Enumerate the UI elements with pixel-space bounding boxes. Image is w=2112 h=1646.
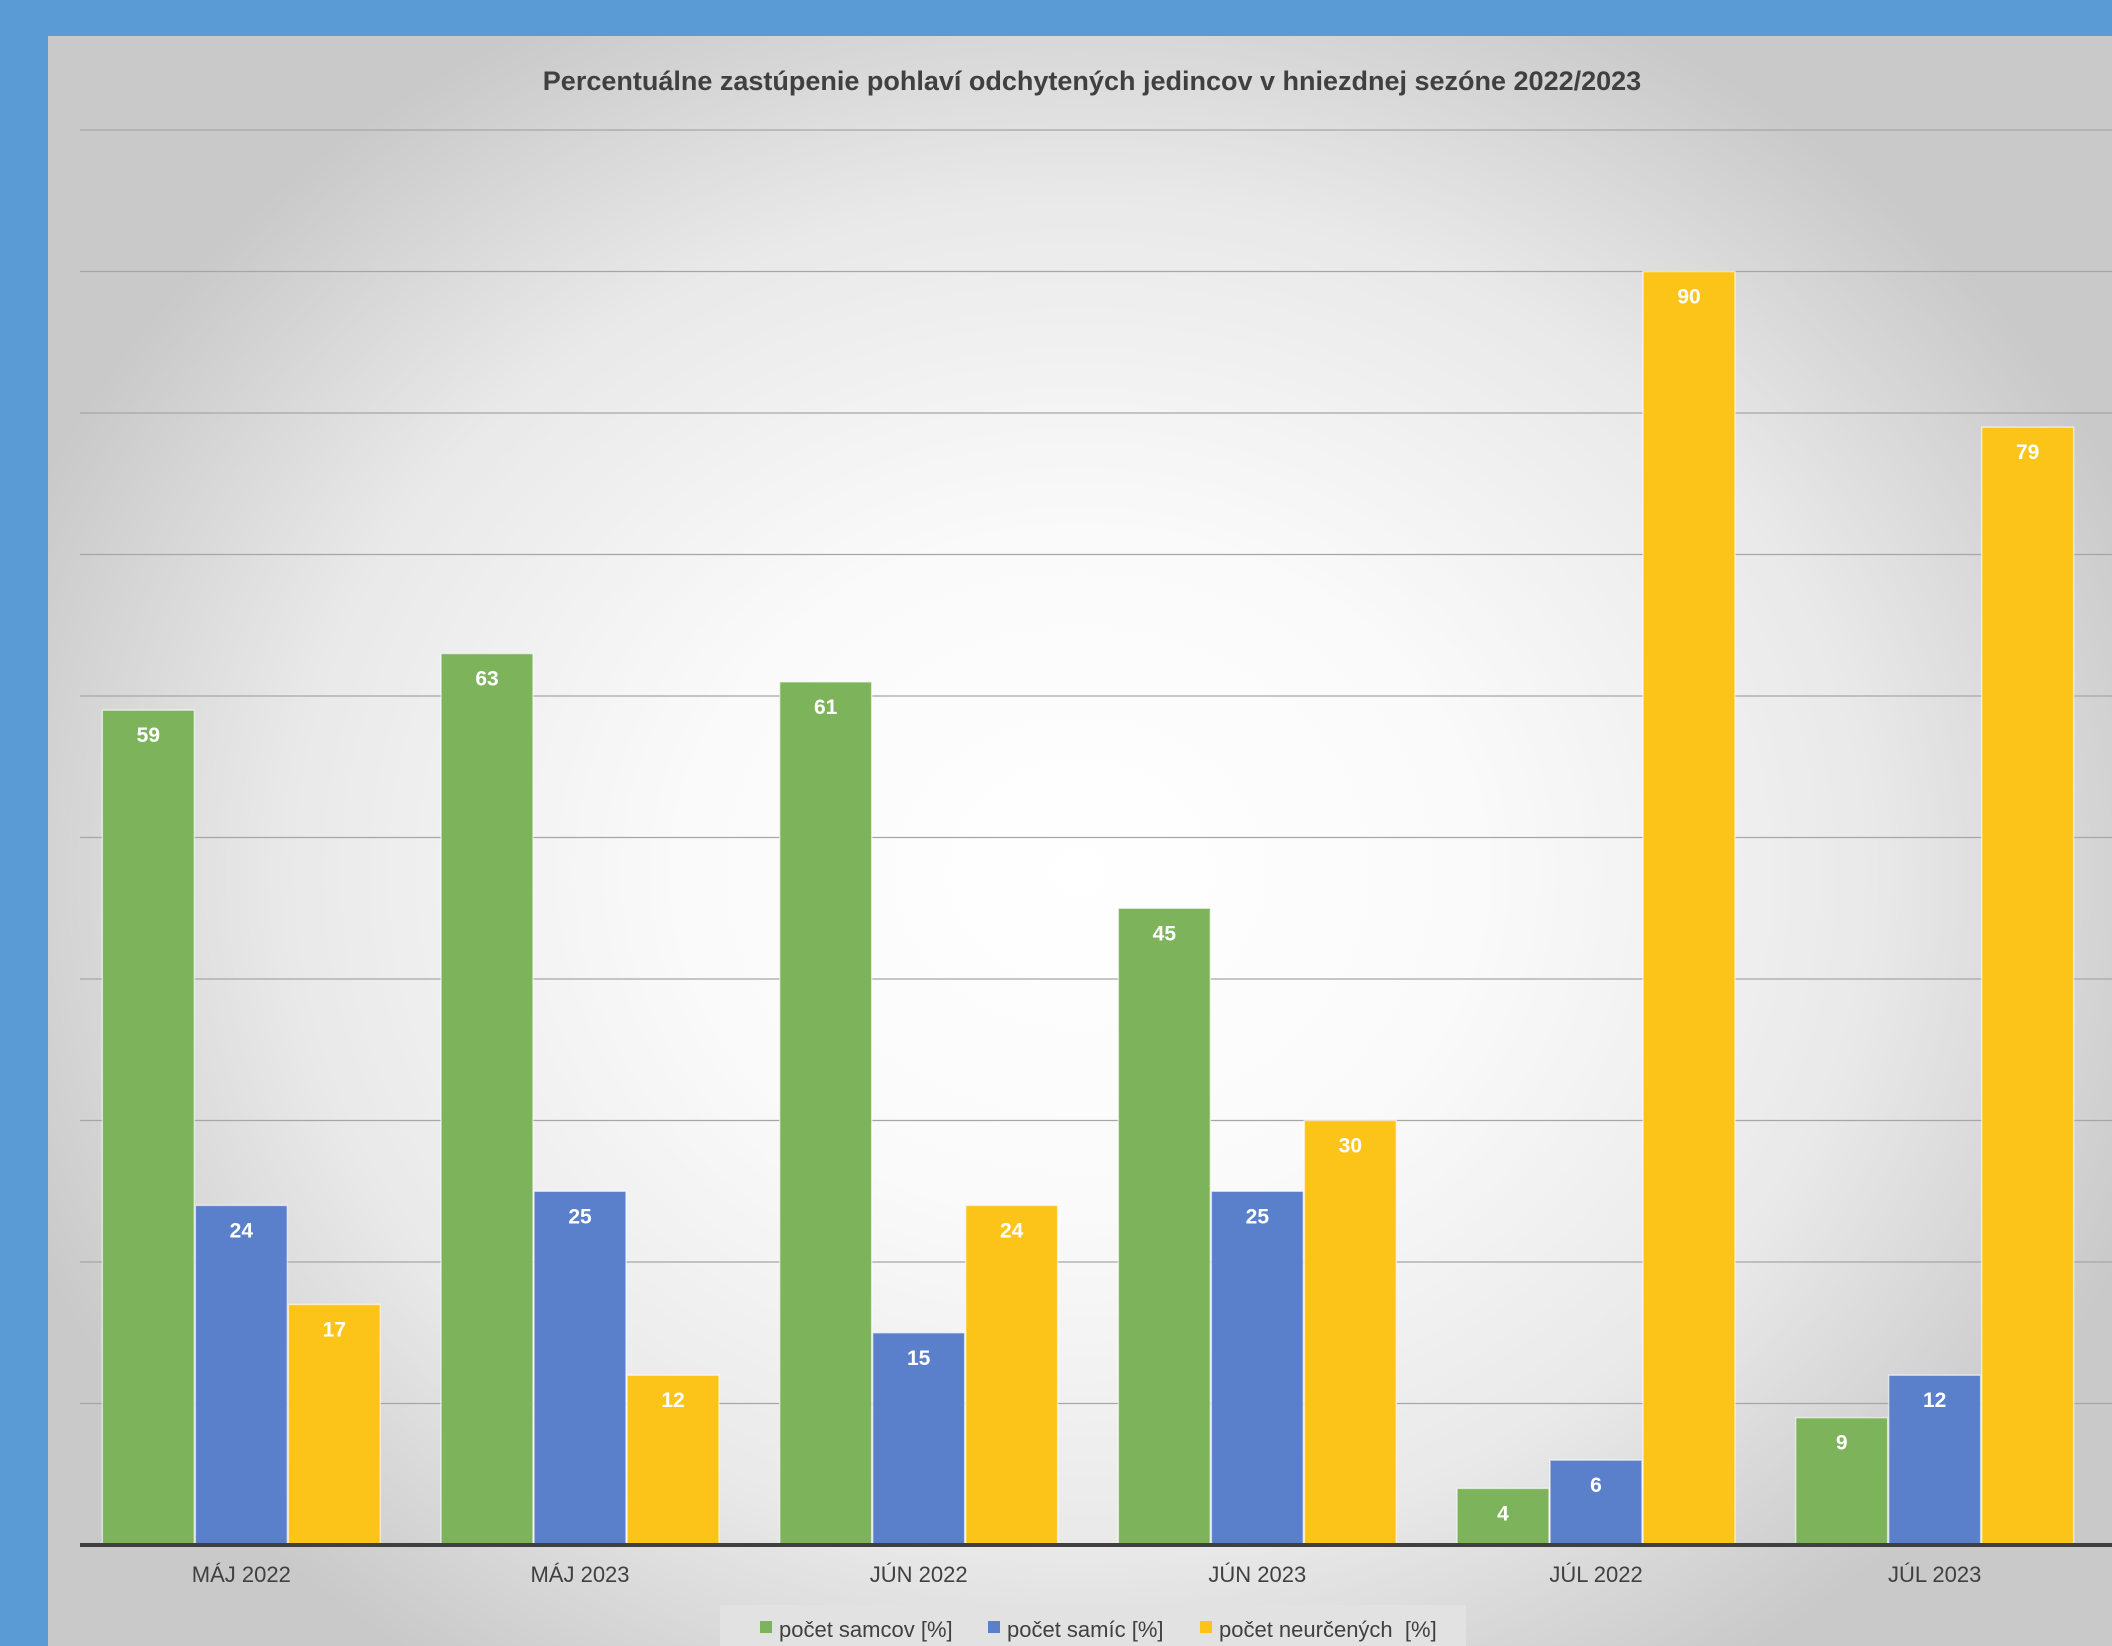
data-label: 4	[1497, 1502, 1509, 1525]
data-label: 12	[661, 1389, 684, 1412]
data-label: 25	[1246, 1205, 1270, 1228]
x-tick-label: JÚN 2023	[1208, 1562, 1306, 1587]
data-label: 25	[568, 1205, 592, 1228]
bar	[1642, 270, 1736, 1546]
x-tick-label: MÁJ 2022	[192, 1562, 291, 1587]
bar	[440, 652, 534, 1546]
legend-swatch	[760, 1621, 772, 1633]
bar	[287, 1303, 382, 1546]
bar	[778, 681, 873, 1546]
data-label: 15	[907, 1347, 931, 1370]
bar	[964, 1204, 1059, 1546]
bar	[1210, 1190, 1305, 1546]
bar	[533, 1190, 627, 1546]
gridlines	[80, 129, 2112, 1405]
legend-swatch	[1200, 1621, 1212, 1633]
legend: počet samcov [%] počet samíc [%] počet neu…	[760, 1617, 1437, 1642]
data-label: 12	[1923, 1389, 1946, 1412]
bar	[1980, 426, 2075, 1546]
data-label: 24	[230, 1219, 254, 1242]
data-label: 45	[1153, 922, 1177, 945]
legend-entry: počet neurčených [%]	[1219, 1617, 1437, 1642]
data-label: 9	[1836, 1432, 1848, 1455]
legend-box	[720, 1605, 1466, 1646]
data-label: 6	[1590, 1474, 1602, 1497]
bar	[194, 1204, 289, 1546]
chart-title: Percentuálne zastúpenie pohlaví odchyten…	[543, 66, 1641, 96]
data-labels-layer: 59 24 17 63 25 12 61 15 24 45 25 30 4 6 90 9 12 79	[137, 286, 2040, 1526]
legend-entry: počet samíc [%]	[1007, 1617, 1164, 1642]
data-label: 30	[1339, 1135, 1362, 1158]
bar	[1549, 1459, 1643, 1546]
bar	[1303, 1119, 1398, 1546]
x-tick-labels: MÁJ 2022 MÁJ 2023 JÚN 2022 JÚN 2023 JÚL 2022…	[192, 1562, 1982, 1587]
x-tick-label: JÚL 2022	[1549, 1562, 1642, 1587]
x-tick-label: JÚN 2022	[870, 1562, 968, 1587]
data-label: 79	[2016, 441, 2039, 464]
legend-swatch	[988, 1621, 1000, 1633]
x-tick-label: JÚL 2023	[1888, 1562, 1981, 1587]
legend-entry: počet samcov [%]	[779, 1617, 953, 1642]
data-label: 90	[1677, 286, 1700, 309]
data-label: 17	[323, 1318, 346, 1341]
data-label: 59	[137, 724, 160, 747]
data-label: 24	[1000, 1219, 1024, 1242]
x-tick-label: MÁJ 2023	[530, 1562, 629, 1587]
bar	[626, 1374, 720, 1546]
bar	[101, 709, 196, 1546]
bar	[1117, 907, 1212, 1546]
bars-layer	[101, 270, 2075, 1546]
data-label: 63	[475, 668, 498, 691]
chart-area	[48, 36, 2112, 1646]
bar	[1794, 1416, 1889, 1546]
bar	[871, 1332, 966, 1546]
data-label: 61	[814, 696, 838, 719]
